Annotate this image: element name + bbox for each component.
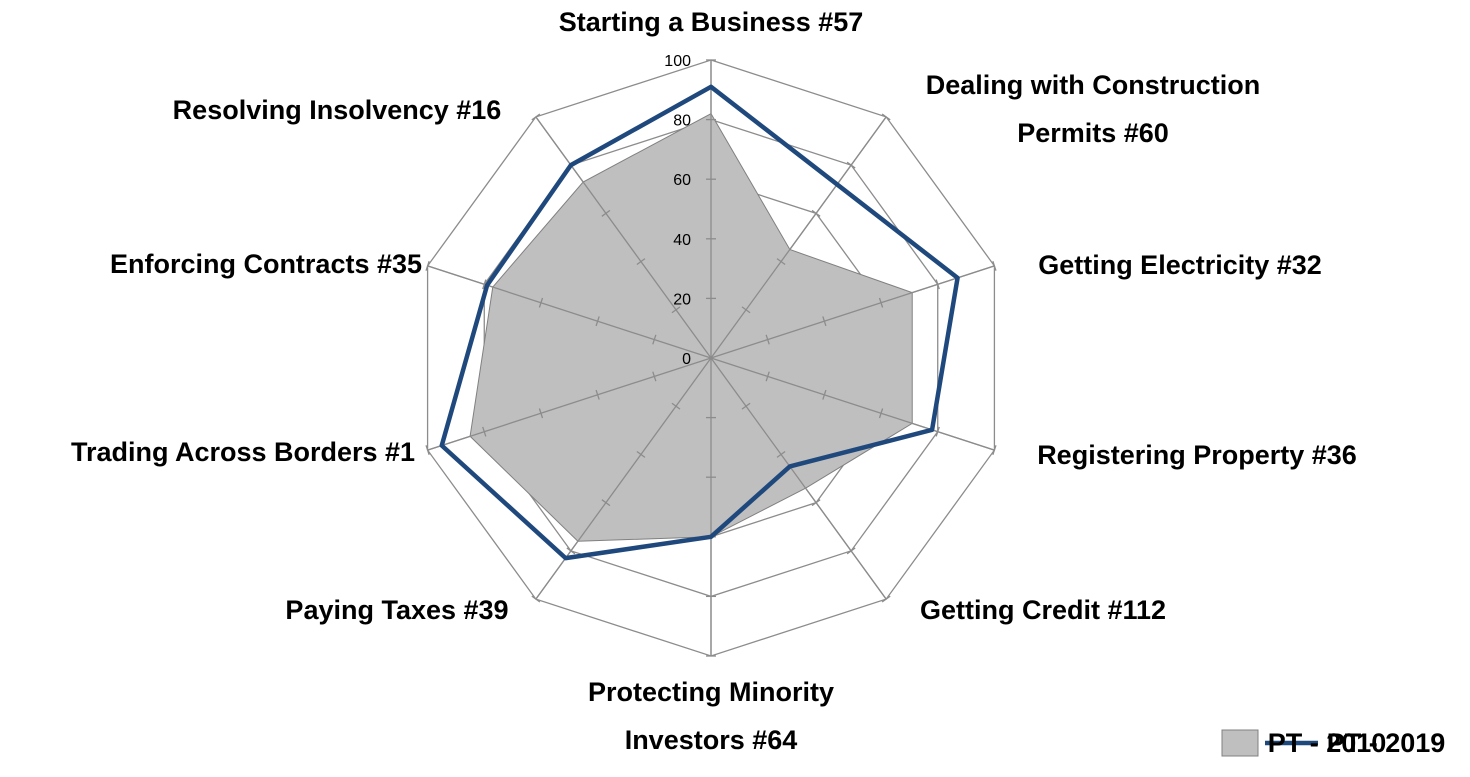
category-label: Trading Across Borders #1 bbox=[70, 437, 416, 467]
tick-label: 60 bbox=[673, 172, 691, 189]
tick-mark bbox=[881, 595, 891, 603]
tick-mark bbox=[765, 371, 770, 382]
line-series bbox=[439, 84, 960, 561]
tick-label: 20 bbox=[673, 291, 691, 308]
category-label: Getting Electricity #32 bbox=[1038, 250, 1322, 280]
tick-mark bbox=[595, 389, 600, 400]
category-label: Dealing with Construction Permits #60 bbox=[925, 70, 1261, 148]
tick-mark bbox=[531, 113, 541, 121]
tick-mark bbox=[601, 499, 611, 507]
spoke bbox=[427, 357, 712, 451]
tick-mark bbox=[846, 161, 856, 169]
tick-mark bbox=[538, 408, 544, 419]
tick-mark bbox=[878, 297, 884, 308]
legend-label: PT - 2010 bbox=[1267, 728, 1387, 758]
tick-mark bbox=[776, 450, 786, 458]
tick-mark bbox=[935, 279, 940, 290]
tick-mark bbox=[811, 499, 821, 507]
tick-mark bbox=[482, 279, 487, 290]
tick-mark bbox=[671, 306, 681, 314]
tick-mark bbox=[741, 306, 751, 314]
tick-mark bbox=[652, 371, 657, 382]
tick-label: 80 bbox=[673, 113, 691, 130]
tick-mark bbox=[595, 316, 600, 327]
area-series bbox=[469, 112, 913, 542]
spoke bbox=[427, 265, 712, 359]
category-label: Getting Credit #112 bbox=[919, 595, 1167, 625]
spoke bbox=[710, 116, 887, 359]
category-label: Protecting Minority Investors #64 bbox=[587, 677, 834, 755]
tick-mark bbox=[741, 402, 751, 410]
tick-mark bbox=[935, 426, 940, 437]
tick-mark bbox=[531, 595, 541, 603]
tick-label: 100 bbox=[664, 53, 691, 70]
tick-mark bbox=[425, 445, 430, 456]
tick-mark bbox=[482, 426, 487, 437]
tick-mark bbox=[992, 260, 997, 271]
tick-mark bbox=[566, 547, 576, 555]
legend-swatch bbox=[1221, 729, 1259, 757]
tick-mark bbox=[671, 402, 681, 410]
spoke bbox=[710, 357, 995, 451]
tick-mark bbox=[538, 297, 544, 308]
tick-mark bbox=[992, 445, 997, 456]
legend-label: PT - 2019 bbox=[1326, 728, 1446, 758]
category-label: Resolving Insolvency #16 bbox=[172, 95, 502, 125]
spoke bbox=[535, 116, 712, 359]
category-label: Starting a Business #57 bbox=[558, 7, 864, 37]
tick-mark bbox=[601, 209, 611, 217]
tick-label: 0 bbox=[682, 351, 691, 368]
tick-label: 40 bbox=[673, 232, 691, 249]
category-label: Registering Property #36 bbox=[1037, 440, 1357, 470]
tick-mark bbox=[811, 209, 821, 217]
tick-mark bbox=[878, 408, 884, 419]
category-label: Enforcing Contracts #35 bbox=[109, 249, 423, 279]
tick-mark bbox=[636, 450, 646, 458]
tick-mark bbox=[881, 113, 891, 121]
tick-mark bbox=[652, 334, 657, 345]
tick-mark bbox=[846, 547, 856, 555]
tick-mark bbox=[822, 389, 827, 400]
spoke bbox=[710, 357, 887, 600]
tick-mark bbox=[822, 316, 827, 327]
tick-mark bbox=[776, 258, 786, 266]
tick-mark bbox=[425, 260, 430, 271]
tick-mark bbox=[636, 258, 646, 266]
spoke bbox=[710, 265, 995, 359]
tick-mark bbox=[765, 334, 770, 345]
category-label: Paying Taxes #39 bbox=[285, 595, 509, 625]
